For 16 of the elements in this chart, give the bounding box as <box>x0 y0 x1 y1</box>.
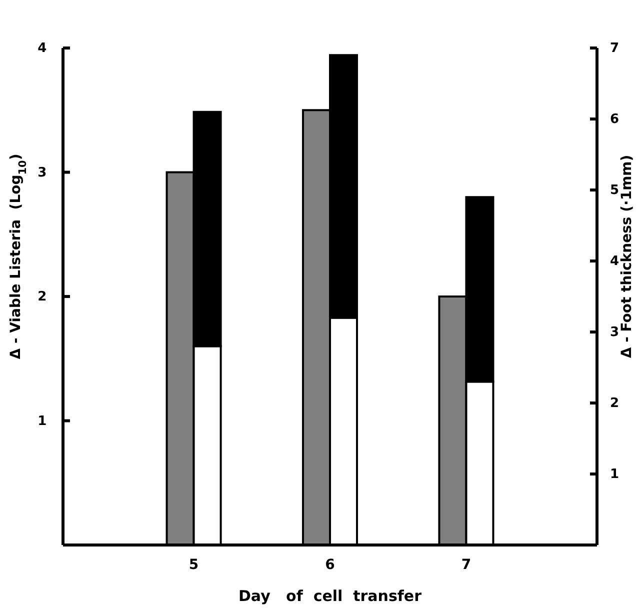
y2-tick-label: 3 <box>610 325 620 340</box>
x-axis-title: Day of cell transfer <box>238 587 422 605</box>
y-tick-label: 2 <box>38 290 47 305</box>
y2-tick-label: 6 <box>610 112 620 128</box>
y2-tick-label: 5 <box>610 183 620 198</box>
y2-tick-label: 7 <box>610 41 620 56</box>
x-tick-label: 5 <box>188 556 199 573</box>
y2-tick-label: 2 <box>610 396 620 412</box>
y-tick-label: 4 <box>38 41 47 56</box>
y2-tick-label: 1 <box>610 467 620 482</box>
y2-tick-label: 4 <box>610 254 620 270</box>
x-tick-label: 6 <box>325 556 335 573</box>
y2-axis-title: Δ - Foot thickness (·1mm) <box>619 154 635 358</box>
y-tick-label: 1 <box>38 414 47 429</box>
y-tick-label: 3 <box>38 165 47 180</box>
x-tick-label: 7 <box>461 556 472 573</box>
